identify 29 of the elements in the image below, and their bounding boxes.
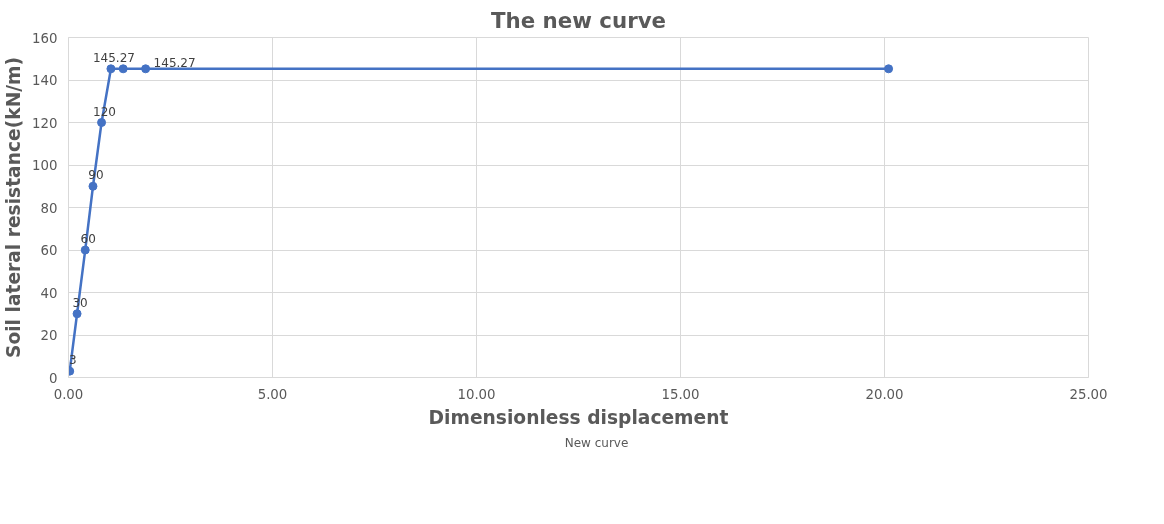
point [106,64,116,74]
data-label: 145.27 [153,55,196,70]
y-tick-label: 140 [32,73,58,88]
x-tick-label: 15.00 [661,386,700,402]
x-tick-label: 0.00 [53,386,84,402]
x-tick-label: 20.00 [865,386,904,402]
point [97,118,107,127]
y-axis-title: Soil lateral resistance(kN/m) [3,56,25,359]
y-tick-label: 120 [32,115,58,131]
y-tick-label: 40 [40,285,58,301]
x-axis-title: Dimensionless displacement [428,406,729,428]
point [88,181,98,191]
chart-title: The new curve [490,7,667,33]
y-tick-label: 0 [49,370,58,386]
y-tick-label: 60 [40,243,58,258]
y-tick-label: 100 [32,158,58,173]
x-tick-label: 25.00 [1069,386,1108,402]
y-tick-label: 20 [40,328,58,343]
x-tick-label: 10.00 [457,386,496,402]
point [884,64,894,74]
point [80,245,90,255]
point [118,64,128,74]
x-tick-label: 5.00 [257,386,288,402]
data-label: 145.27 [92,50,135,65]
text: New curve [564,436,629,450]
point [141,64,151,74]
y-tick-label: 80 [40,200,58,216]
point [72,309,82,319]
y-tick-label: 160 [32,30,58,46]
